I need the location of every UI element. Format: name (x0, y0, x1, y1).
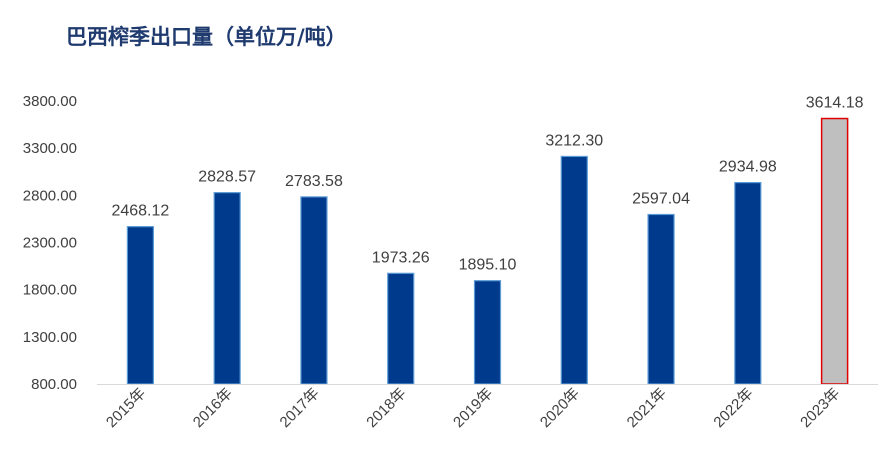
y-tick-label: 2300.00 (23, 235, 77, 252)
x-tick-label: 2015年 (103, 385, 149, 431)
x-tick-label: 2018年 (363, 385, 409, 431)
y-tick-label: 800.00 (31, 376, 77, 393)
bar (126, 226, 154, 385)
bar-highlighted (820, 117, 849, 385)
x-tick-label: 2023年 (797, 385, 843, 431)
bar (734, 182, 762, 385)
data-labels: 2468.12 2828.57 2783.58 1973.26 1895.10 3212.… (111, 95, 863, 274)
y-tick-label: 3300.00 (23, 140, 77, 157)
bar (473, 280, 502, 385)
bar (560, 155, 588, 385)
bar (387, 272, 415, 385)
data-label: 1895.10 (459, 257, 517, 274)
data-label: 2828.57 (198, 169, 256, 186)
data-label: 2468.12 (111, 203, 169, 220)
data-label: 3614.18 (806, 95, 864, 112)
y-axis: 800.00 1300.00 1800.00 2300.00 2800.00 3300.0… (23, 93, 77, 393)
x-axis: 2015年 2016年 2017年 2018年 2019年 2020年 2021年 2022年… (103, 385, 843, 431)
x-tick-label: 2019年 (450, 385, 496, 431)
bar-series (126, 117, 849, 385)
x-tick-label: 2022年 (710, 385, 756, 431)
chart-title: 巴西榨季出口量（单位万/吨） (66, 24, 347, 49)
data-label: 1973.26 (372, 249, 430, 266)
bar (300, 196, 328, 385)
y-tick-label: 3800.00 (23, 93, 77, 110)
y-tick-label: 1800.00 (23, 282, 77, 299)
y-tick-label: 2800.00 (23, 187, 77, 204)
bar (213, 192, 241, 385)
data-label: 2934.98 (719, 159, 777, 176)
x-tick-label: 2016年 (190, 385, 236, 431)
bar (647, 213, 675, 385)
data-label: 3212.30 (545, 132, 603, 149)
y-tick-label: 1300.00 (23, 329, 77, 346)
x-tick-label: 2020年 (537, 385, 583, 431)
x-tick-label: 2017年 (277, 385, 323, 431)
x-tick-label: 2021年 (624, 385, 670, 431)
data-label: 2597.04 (632, 190, 690, 207)
data-label: 2783.58 (285, 173, 343, 190)
